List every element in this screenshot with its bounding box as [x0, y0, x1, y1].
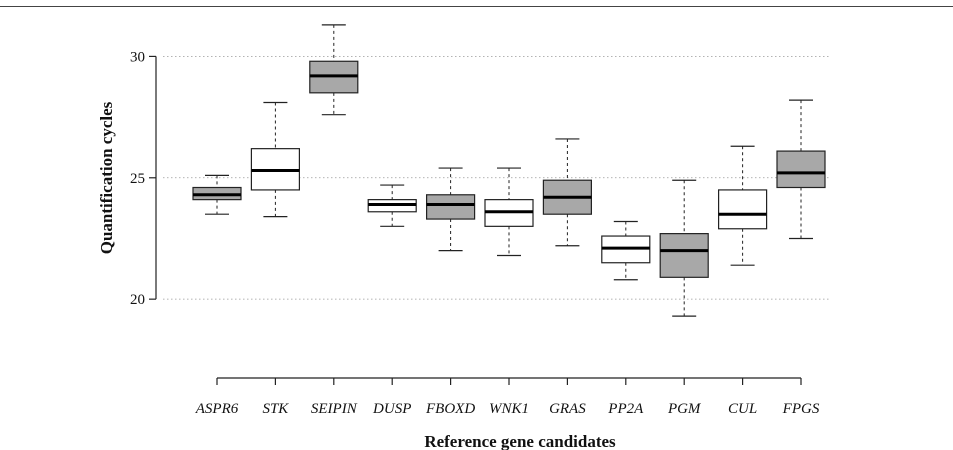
- grid-lines: [163, 56, 830, 300]
- box-fboxd: [426, 167, 476, 252]
- x-tick-label: SEIPIN: [311, 401, 358, 417]
- x-tick-label: FPGS: [782, 401, 820, 417]
- x-axis: ASPR6 STK SEIPIN DUSP FBOXD WNK1 GRAS PP2A PGM CU…: [195, 377, 820, 417]
- x-tick-label: PP2A: [607, 401, 644, 417]
- box-aspr6: [192, 174, 242, 215]
- y-axis: 20 25 30: [130, 49, 157, 308]
- x-tick-label: PGM: [667, 401, 702, 417]
- x-tick-label: ASPR6: [195, 401, 239, 417]
- y-axis-title: Quantification cycles: [97, 101, 116, 254]
- iqr-box: [659, 233, 709, 278]
- x-tick-label: STK: [262, 401, 289, 417]
- y-tick-label: 25: [130, 171, 145, 187]
- y-tick-label: 30: [130, 49, 145, 65]
- boxes: [192, 24, 826, 317]
- box-fpgs: [776, 99, 826, 240]
- box-gras: [542, 138, 593, 247]
- x-axis-title: Reference gene candidates: [424, 432, 616, 450]
- x-tick-label: WNK1: [489, 401, 529, 417]
- box-seipin: [309, 24, 359, 116]
- box-pgm: [659, 179, 709, 317]
- x-tick-label: CUL: [728, 401, 757, 417]
- box-dusp: [367, 184, 417, 227]
- x-tick-label: FBOXD: [425, 401, 475, 417]
- x-tick-label: GRAS: [549, 401, 586, 417]
- box-cul: [717, 145, 768, 266]
- iqr-box: [776, 150, 826, 189]
- box-stk: [250, 101, 300, 218]
- box-pp2a: [601, 220, 651, 281]
- box-wnk1: [484, 167, 534, 257]
- iqr-box: [717, 189, 768, 230]
- x-tick-label: DUSP: [372, 401, 411, 417]
- y-tick-label: 20: [130, 292, 145, 308]
- iqr-box: [426, 194, 476, 220]
